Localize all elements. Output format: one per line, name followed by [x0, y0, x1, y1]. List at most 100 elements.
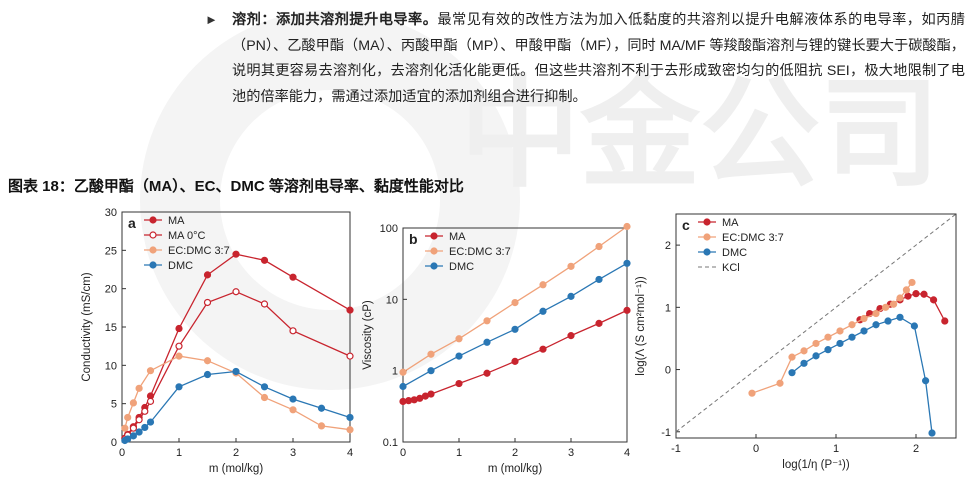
data-point-ma-0-c: [260, 300, 269, 308]
x-tick-label: 1: [456, 447, 462, 459]
series-line-kcl: [675, 213, 957, 433]
data-point-dmc: [399, 382, 407, 391]
data-point-ec-dmc-3-7: [872, 309, 880, 318]
data-point-ec-dmc-3-7: [121, 424, 129, 432]
legend-label-ec-dmc-3-7: EC:DMC 3:7: [722, 232, 784, 244]
y-tick-label: 30: [105, 207, 117, 219]
legend-label-ma: MA: [449, 231, 466, 243]
data-point-ec-dmc-3-7: [908, 278, 916, 287]
data-point-dmc: [124, 435, 132, 443]
bullet-paragraph: ► 溶剂：添加共溶剂提升电导率。最常见有效的改性方法为加入低黏度的共溶剂以提升电…: [205, 8, 965, 110]
x-tick-label: 1: [176, 447, 182, 459]
legend-marker-ma: [149, 216, 157, 224]
data-point-dmc: [289, 395, 297, 403]
legend-label-dmc: DMC: [168, 260, 193, 272]
data-point-dmc: [788, 369, 796, 377]
data-point-ma: [511, 357, 519, 365]
data-point-ec-dmc-3-7: [427, 350, 435, 358]
x-tick-label: -1: [671, 443, 681, 455]
data-point-dmc: [595, 275, 603, 284]
data-point-ec-dmc-3-7: [260, 393, 269, 402]
legend-marker-dmc: [430, 262, 438, 270]
data-point-ma: [623, 306, 631, 314]
data-point-dmc: [812, 352, 820, 360]
legend-label-ma: MA: [722, 217, 739, 229]
x-tick-label: 2: [233, 447, 239, 459]
data-point-ma: [930, 296, 938, 304]
data-point-ec-dmc-3-7: [860, 314, 868, 323]
data-point-ec-dmc-3-7: [848, 321, 856, 329]
walden-chart: c -1 0 1 2 -1 0 1 2 log(1/η (P⁻¹)) log(Λ (S cm²mol…: [635, 213, 957, 471]
legend-marker-ma: [430, 232, 438, 240]
y-tick-label: 0: [111, 437, 117, 449]
plot-frame: [402, 227, 628, 443]
data-point-ec-dmc-3-7: [890, 300, 898, 308]
data-point-dmc: [800, 359, 808, 367]
data-point-ma: [232, 250, 240, 258]
x-axis-label: m (mol/kg): [209, 463, 263, 475]
plot-frame: [675, 213, 957, 439]
y-axis-label: Viscosity (cP): [362, 300, 374, 370]
y-tick-label: 2: [665, 240, 671, 252]
legend-marker-ec-dmc-3-7: [703, 233, 711, 241]
legend-label-kcl: KCl: [722, 262, 740, 274]
data-point-dmc: [141, 423, 149, 432]
legend-label-dmc: DMC: [449, 261, 474, 273]
data-point-ma: [920, 290, 928, 298]
panel-letter: a: [128, 215, 136, 231]
y-axis-label: log(Λ (S cm²mol⁻¹)): [635, 276, 647, 376]
data-point-ma-0-c: [346, 352, 354, 360]
data-point-ec-dmc-3-7: [289, 406, 297, 414]
data-point-dmc: [910, 322, 918, 330]
data-point-ec-dmc-3-7: [203, 357, 212, 365]
series-line-ec-dmc-3-7: [124, 355, 351, 431]
series-line-ma: [402, 309, 628, 403]
data-point-ec-dmc-3-7: [902, 286, 910, 294]
y-tick-label: 25: [105, 245, 117, 257]
figure-caption: 图表 18：乙酸甲酯（MA）、EC、DMC 等溶剂电导率、黏度性能对比: [8, 178, 464, 195]
data-point-dmc: [922, 377, 930, 385]
data-point-ma-0-c: [175, 342, 183, 350]
series-line-ec-dmc-3-7: [751, 282, 913, 394]
triangle-bullet-icon: ►: [205, 12, 218, 27]
data-point-dmc: [175, 383, 183, 391]
data-point-dmc: [872, 321, 880, 329]
y-tick-label: 0: [665, 365, 671, 377]
data-point-ec-dmc-3-7: [399, 368, 407, 376]
y-tick-label: 1: [392, 366, 398, 378]
data-point-ec-dmc-3-7: [455, 335, 463, 343]
data-point-ec-dmc-3-7: [146, 367, 155, 375]
x-tick-label: 3: [568, 447, 574, 459]
data-point-dmc: [623, 259, 631, 267]
data-point-dmc: [836, 339, 844, 348]
data-point-ec-dmc-3-7: [175, 352, 183, 360]
x-tick-label: 0: [753, 443, 759, 455]
data-point-ma: [260, 256, 269, 264]
data-point-ma-0-c: [129, 424, 138, 432]
x-axis-label: log(1/η (P⁻¹)): [782, 459, 850, 471]
chart-panel-b: b 0 1 2 3 4 0.1 1 10 100 m (mol/kg) Viscosity (cP) M…: [355, 200, 645, 477]
data-point-ma-0-c: [135, 416, 143, 424]
y-tick-label: -1: [661, 427, 671, 439]
data-point-dmc: [260, 383, 269, 391]
data-point-dmc: [232, 367, 240, 376]
chart-panel-a: a 0 1 2 3 4 0 5 10 15 20 25 30 m (mol/kg) Conductivity…: [72, 200, 362, 477]
x-tick-label: 2: [913, 443, 919, 455]
data-point-ma: [539, 345, 547, 353]
viscosity-chart: b 0 1 2 3 4 0.1 1 10 100 m (mol/kg) Viscosity (cP) M…: [362, 222, 631, 475]
data-point-ec-dmc-3-7: [317, 422, 326, 430]
data-point-ma: [912, 290, 920, 298]
data-point-dmc: [860, 327, 868, 335]
data-point-ec-dmc-3-7: [812, 339, 820, 348]
legend-label-ma: MA: [168, 215, 185, 227]
bullet-body: 最常见有效的改性方法为加入低黏度的共溶剂以提升电解液体系的电导率，如丙腈（PN）…: [232, 12, 965, 105]
data-point-dmc: [824, 346, 832, 354]
x-tick-label: 1: [833, 443, 839, 455]
data-point-dmc: [539, 307, 547, 315]
y-tick-label: 5: [111, 399, 117, 411]
legend-marker-ma: [703, 218, 711, 226]
series-line-ma: [124, 253, 351, 439]
bullet-lead: 溶剂：添加共溶剂提升电导率。: [232, 12, 438, 28]
data-point-ec-dmc-3-7: [776, 379, 784, 387]
data-point-ec-dmc-3-7: [483, 317, 491, 325]
